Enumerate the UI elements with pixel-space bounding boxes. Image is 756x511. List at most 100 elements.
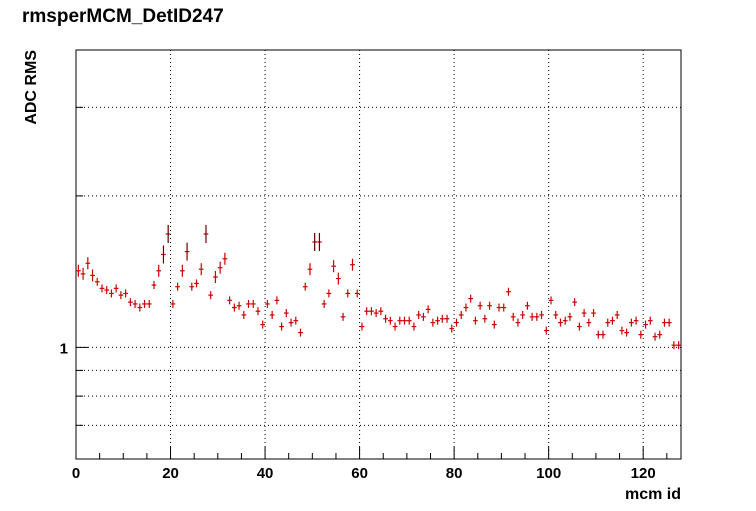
data-point [496, 303, 502, 312]
data-point [161, 245, 166, 264]
data-point [184, 242, 190, 261]
data-point [279, 322, 284, 331]
data-point [104, 286, 110, 295]
data-point [463, 303, 469, 312]
data-point [383, 314, 388, 323]
data-point [600, 330, 606, 339]
x-tick-label: 100 [536, 465, 561, 482]
data-point [402, 316, 407, 325]
data-point [260, 320, 266, 329]
data-point [250, 299, 256, 308]
data-point [605, 318, 611, 327]
data-point [283, 309, 289, 318]
data-point [85, 257, 91, 270]
data-point [430, 318, 436, 327]
data-point [331, 260, 336, 273]
data-point [217, 261, 223, 274]
data-point [156, 264, 162, 277]
data-point [543, 326, 549, 335]
data-point [449, 324, 455, 333]
data-point [572, 298, 578, 307]
data-point [317, 232, 322, 251]
data-point [307, 263, 313, 276]
data-point [359, 322, 365, 331]
data-point [265, 299, 270, 308]
data-point [213, 271, 218, 284]
data-point [435, 316, 440, 325]
data-point [595, 330, 601, 339]
data-point [397, 316, 403, 325]
data-point [132, 299, 138, 308]
data-point [194, 279, 199, 288]
data-point [676, 341, 681, 350]
data-point [312, 232, 318, 251]
data-point [350, 258, 355, 271]
data-point [179, 264, 185, 277]
data-point [425, 305, 431, 314]
data-point [113, 284, 119, 293]
data-point [468, 294, 474, 303]
data-point [170, 299, 176, 308]
data-point [76, 264, 81, 277]
data-point [633, 316, 639, 325]
data-point [231, 303, 237, 312]
data-point [354, 289, 360, 298]
data-point [638, 330, 644, 339]
data-point [222, 252, 228, 265]
x-tick-label: 60 [351, 465, 368, 482]
data-point [321, 299, 327, 308]
data-point [581, 309, 587, 318]
data-point [614, 310, 620, 319]
data-point [123, 289, 128, 298]
data-point [506, 287, 511, 296]
data-point [345, 289, 351, 298]
data-point [421, 312, 426, 321]
data-point [529, 312, 535, 321]
data-point [510, 312, 516, 321]
data-point [491, 320, 497, 329]
data-point [647, 316, 653, 325]
data-point [90, 269, 95, 282]
data-point [274, 296, 280, 305]
data-point [99, 284, 105, 293]
data-point [416, 310, 422, 319]
data-point [189, 282, 195, 291]
data-point [387, 316, 393, 325]
data-point [118, 291, 124, 300]
data-point [146, 299, 152, 308]
data-point [241, 310, 247, 319]
data-point [142, 299, 147, 308]
data-point [255, 307, 261, 316]
data-point [482, 314, 488, 323]
data-point [269, 310, 275, 319]
x-tick-label: 120 [631, 465, 656, 482]
data-point [288, 318, 294, 327]
data-point [562, 316, 568, 325]
data-point [662, 318, 667, 327]
data-point [501, 303, 507, 312]
x-axis-label: mcm id [625, 486, 681, 503]
y-tick-label: 1 [60, 340, 68, 357]
data-point [109, 289, 114, 298]
data-point [666, 318, 672, 327]
data-point [629, 318, 634, 327]
data-point [236, 301, 242, 310]
data-point [525, 301, 530, 310]
data-point [378, 307, 384, 316]
data-point [586, 318, 592, 327]
data-point [671, 341, 677, 350]
data-point [364, 307, 370, 316]
data-point [411, 322, 417, 331]
data-point [439, 314, 445, 323]
tick-labels: 0 20 40 60 80 100 120 1 [60, 340, 656, 482]
axis-ticks [75, 106, 668, 459]
data-point [553, 310, 559, 319]
data-point [165, 225, 171, 244]
chart-title: rmsperMCM_DetID247 [22, 6, 224, 27]
data-point [227, 296, 232, 305]
data-point [94, 277, 100, 286]
data-point [548, 296, 554, 305]
data-point [340, 312, 346, 321]
data-point [591, 309, 596, 318]
